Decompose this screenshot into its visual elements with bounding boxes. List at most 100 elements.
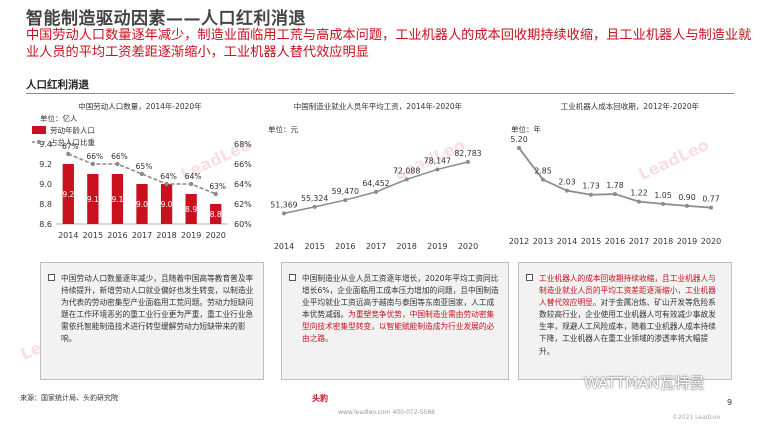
chart1-svg: 8.6 8.8 9.0 9.2 9.4 60% 62% 64% 66% 68% 2014 2015 20…	[32, 125, 252, 240]
chart2-point-label: 78,147	[424, 156, 451, 165]
chart1-line-label: 66%	[111, 152, 128, 161]
chart1-line: 67% 66% 66% 65% 64% 64% 63%	[62, 142, 226, 197]
chart1-y-tick: 9.4	[39, 140, 52, 149]
chart1-bars: 9.2 9.1 9.1 9.0 9.0 8.9 8.8	[62, 164, 222, 224]
chart1-axes: 8.6 8.8 9.0 9.2 9.4 60% 62% 64% 66% 68% 2014 2015 20…	[39, 140, 252, 240]
chart1-line-label: 65%	[136, 162, 153, 171]
chart3-point-label: 0.90	[678, 193, 695, 202]
chart2-x-tick: 2014	[274, 242, 294, 251]
chart1-title: 中国劳动人口数量，2014年-2020年	[78, 102, 202, 111]
chart2-point	[466, 159, 470, 164]
chart2-x-tick: 2017	[366, 242, 386, 251]
chart3-point	[613, 192, 617, 197]
chart2-unit: 单位：元	[268, 125, 298, 134]
chart1-line-point	[115, 161, 120, 167]
chart2-point-label: 82,783	[454, 149, 481, 158]
chart3-point-label: 1.05	[654, 191, 671, 200]
insight-box-1-text: 中国劳动人口数量逐年减少，且随着中国高等教育普及率持续提升，新增劳动人口就业偏好…	[61, 274, 254, 344]
chart2-x-tick: 2020	[458, 242, 478, 251]
legend-label-line: 占总人口比重	[50, 137, 95, 147]
insight-box-3-text: 对于金属冶炼、矿山开发等危险系数较高行业，企业使用工业机器人可有效减少事故发生率…	[539, 298, 716, 356]
chart2-point	[435, 167, 440, 172]
chart2-point-label: 64,452	[362, 179, 389, 188]
chart3-point	[589, 192, 593, 197]
legend-label-bar: 劳动年龄人口	[50, 125, 95, 135]
chart1-y2-tick: 66%	[234, 160, 252, 169]
chart1-bar	[185, 194, 197, 224]
chart1-line-point	[188, 181, 194, 187]
page-title: 智能制造驱动因素——人口红利消退	[26, 9, 306, 29]
page-subtitle: 中国劳动人口数量逐年减少，制造业面临用工荒与高成本问题，工业机器人的成本回收期持…	[26, 28, 752, 60]
copyright: ©2021 LeadLeo	[672, 414, 721, 421]
chart1-line-label: 64%	[185, 172, 202, 181]
chart1-unit: 单位：亿人	[40, 114, 78, 123]
chart1-x-tick: 2016	[107, 231, 127, 240]
chart3-point	[565, 188, 569, 193]
chart3-point	[685, 203, 689, 208]
chart2-x-tick: 2015	[304, 242, 324, 251]
chart1-y2-tick: 68%	[234, 140, 252, 149]
insight-box-3: 工业机器人的成本回收期持续收缩，且工业机器人与制造业就业人员的平均工资差距逐渐缩…	[518, 262, 732, 380]
chart1-line-point	[213, 191, 218, 197]
chart1-y-tick: 8.6	[39, 220, 52, 229]
chart3-point-label: 2.85	[534, 167, 551, 176]
section-divider	[26, 93, 734, 94]
chart2-point	[374, 189, 378, 194]
chart1-bar-label: 8.8	[210, 210, 222, 219]
insight-box-2-text: 中国制造业从业人员工资逐年增长，2020年平均工资同比增长6%，企业面临用工成本…	[302, 274, 499, 320]
chart1-line-label: 63%	[209, 182, 226, 191]
chart3-point-label: 1.73	[582, 182, 599, 191]
chart1-line-point	[66, 151, 71, 157]
chart1-line-label: 64%	[160, 172, 177, 181]
chart1-line-label: 66%	[87, 152, 104, 161]
chart3-point	[709, 205, 713, 210]
chart3-point-label: 1.78	[606, 181, 623, 190]
insight-box-3-highlight: 工业机器人的成本回收期持续收缩，且工业机器人与制造业就业人员的平均工资差距逐渐缩…	[539, 274, 716, 308]
chart3-point-label: 0.77	[702, 195, 719, 204]
insight-box-2-highlight: 为重塑竞争优势，中国制造业需由劳动密集型向技术密集型转变，以智能赋能制造成为行业…	[302, 310, 495, 344]
chart2-x-tick: 2019	[427, 242, 447, 251]
chart1-line-point	[90, 161, 96, 167]
chart2-point-label: 55,324	[301, 194, 328, 203]
chart3-point	[517, 146, 521, 151]
chart3-x-tick: 2013	[533, 237, 553, 246]
legend-swatch-point	[37, 140, 41, 144]
chart2-point	[312, 204, 317, 209]
chart3-x-tick: 2019	[677, 237, 697, 246]
chart1-bar-label: 9.1	[87, 195, 99, 204]
chart3-svg: 5.20 2012 2.85 2013 2.03 2014 1.73 2015 1.78 2016…	[509, 135, 721, 246]
chart1-x-tick: 2017	[132, 231, 152, 240]
chart3-point-label: 1.22	[630, 189, 647, 198]
chart1-y-tick: 9.2	[39, 160, 52, 169]
chart3-x-tick: 2014	[557, 237, 577, 246]
brand-logo: 头豹	[312, 394, 328, 403]
chart1-line-point	[164, 181, 169, 187]
chart1-bar-label: 9.0	[136, 200, 148, 209]
chart2-point-label: 72,088	[393, 166, 420, 175]
chart3-x-tick: 2015	[581, 237, 601, 246]
chart3-point-label: 5.20	[510, 135, 527, 144]
chart1-bar	[136, 184, 148, 224]
chart3-x-tick: 2016	[605, 237, 625, 246]
chart2-point-label: 59,470	[332, 187, 359, 196]
chart1-y-tick: 9.0	[39, 180, 52, 189]
chart1-bar	[62, 164, 74, 224]
chart2-marks: 51,369 2014 55,324 2015 59,470 2016 64,452 2017…	[270, 149, 481, 251]
chart3-x-tick: 2012	[509, 237, 529, 246]
watermark-text: WATTMAN瓦特曼	[584, 374, 705, 392]
chart1-line-label: 67%	[62, 142, 79, 151]
square-bullet-icon	[289, 274, 296, 281]
square-bullet-icon	[526, 274, 533, 281]
chart1-x-tick: 2018	[156, 231, 176, 240]
chart3-marks: 5.20 2012 2.85 2013 2.03 2014 1.73 2015 1.78 2016…	[509, 135, 721, 246]
insight-box-2: 中国制造业从业人员工资逐年增长，2020年平均工资同比增长6%，企业面临用工成本…	[281, 262, 509, 380]
chart3-x-tick: 2018	[653, 237, 673, 246]
chart2-point	[343, 198, 348, 203]
insight-box-1: 中国劳动人口数量逐年减少，且随着中国高等教育普及率持续提升，新增劳动人口就业偏好…	[40, 262, 264, 380]
chart3-x-tick: 2017	[629, 237, 649, 246]
page-number: 9	[727, 398, 733, 407]
chart3-point	[541, 177, 545, 182]
chart2-point-label: 51,369	[270, 200, 297, 209]
chart1-y2-tick: 62%	[234, 200, 252, 209]
